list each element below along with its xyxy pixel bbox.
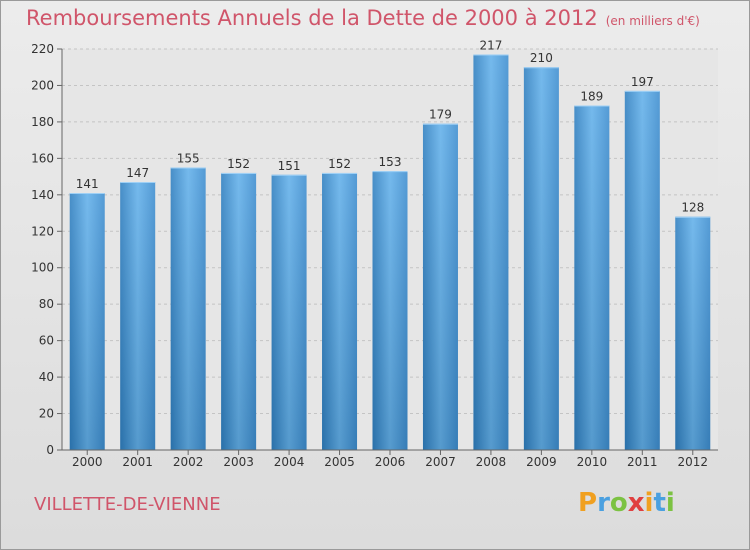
bar-shade [120,182,156,451]
x-tick-label: 2010 [577,455,608,469]
bar-value-label: 147 [126,166,149,180]
bar-shade [675,216,711,450]
bar-shade [473,54,509,451]
bar-shade [69,192,105,450]
x-tick-label: 2009 [526,455,557,469]
logo-letter: o [609,488,628,518]
logo-letter: t [653,488,666,518]
bar-value-label: 153 [379,155,402,169]
bar-shade [221,172,257,451]
x-tick-label: 2004 [274,455,305,469]
bars: 141 147 155 152 151 152 153 179 217 210 189 197 128 [69,38,711,451]
y-tick-label: 160 [31,151,54,165]
bar-value-label: 217 [479,38,502,52]
y-tick-label: 80 [39,297,54,311]
y-tick-label: 100 [31,261,54,275]
bar-value-label: 152 [328,157,351,171]
x-tick-label: 2001 [122,455,153,469]
bar-shade [170,167,206,450]
chart-subtitle: (en milliers d'€) [605,14,700,28]
y-tick-label: 180 [31,115,54,129]
bar-value-label: 179 [429,108,452,122]
bar-shade [422,123,458,451]
y-tick-label: 220 [31,42,54,56]
bar-shade [624,90,660,450]
logo-letter: P [578,488,598,518]
chart-title: Remboursements Annuels de la Dette de 20… [26,6,700,30]
x-tick-label: 2011 [627,455,658,469]
x-tick-label: 2007 [425,455,456,469]
logo-letter: r [597,488,610,518]
bar-value-label: 155 [177,151,200,165]
logo-letter: i [644,488,654,518]
bar-value-label: 189 [580,90,603,104]
y-tick-label: 140 [31,188,54,202]
y-tick-label: 120 [31,224,54,238]
y-tick-label: 200 [31,78,54,92]
bar-value-label: 128 [681,201,704,215]
bar-shade [523,67,559,451]
x-tick-label: 2003 [223,455,254,469]
x-tick-label: 2000 [72,455,103,469]
logo-letter: i [665,488,675,518]
logo-letter: x [627,488,645,518]
proxiti-logo: Proxiti [578,488,675,518]
x-tick-label: 2005 [324,455,355,469]
y-tick-label: 40 [39,370,54,384]
bar-value-label: 141 [76,177,99,191]
y-tick-label: 20 [39,407,54,421]
place-name: VILLETTE-DE-VIENNE [34,494,221,515]
y-tick-label: 60 [39,334,54,348]
bar-value-label: 151 [278,159,301,173]
x-tick-label: 2002 [173,455,204,469]
chart-title-text: Remboursements Annuels de la Dette de 20… [26,6,598,30]
x-tick-label: 2006 [375,455,406,469]
y-tick-label: 0 [46,443,54,457]
bar-shade [271,174,307,450]
bar-value-label: 197 [631,75,654,89]
bar-value-label: 210 [530,51,553,65]
axes: 0 20 40 60 80 100 120 140 160 180 200 220 2000 2001 20… [31,42,718,469]
bar-shade [574,105,610,450]
bar-shade [322,172,358,451]
x-tick-label: 2012 [677,455,708,469]
x-tick-label: 2008 [476,455,507,469]
bar-value-label: 152 [227,157,250,171]
bar-shade [372,171,408,450]
